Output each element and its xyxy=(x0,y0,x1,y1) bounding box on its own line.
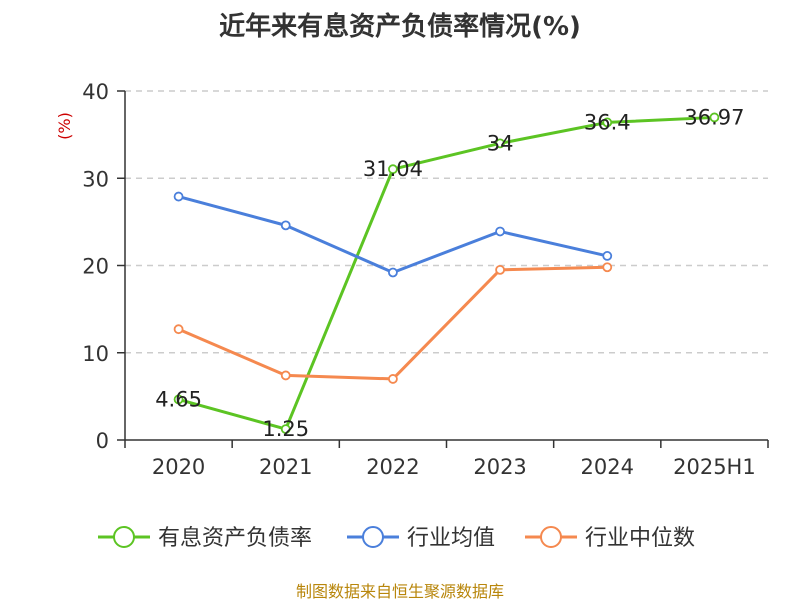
data-point xyxy=(495,138,505,149)
data-point xyxy=(602,117,613,128)
data-point xyxy=(709,112,720,123)
data-point xyxy=(280,424,291,434)
data-label: 1.25 xyxy=(262,417,309,441)
x-tick-label: 2023 xyxy=(473,455,526,479)
data-point xyxy=(173,394,184,405)
data-labels: 4.65 1.25 31.04 34 36.4 36.97 xyxy=(155,105,744,441)
source-note: 制图数据来自恒生聚源数据库 xyxy=(295,582,504,601)
axes: 0 10 20 30 40 (%) 2020 2021 2022 2023 2024 2025H1 xyxy=(55,80,769,479)
data-label: 36.4 xyxy=(584,110,631,134)
legend-item-label: 行业均值 xyxy=(407,526,495,551)
series-line xyxy=(178,195,608,274)
data-label: 36.97 xyxy=(684,105,744,129)
x-tick-label: 2025H1 xyxy=(673,455,756,479)
x-tick-label: 2024 xyxy=(581,455,634,479)
x-tick-label: 2020 xyxy=(152,455,205,479)
legend-marker xyxy=(113,526,135,548)
legend-marker xyxy=(362,526,384,548)
data-point xyxy=(495,264,505,275)
legend-item-label: 行业中位数 xyxy=(585,526,695,551)
data-point xyxy=(495,226,505,237)
data-point xyxy=(173,324,184,335)
data-point xyxy=(280,220,291,231)
x-tick-label: 2022 xyxy=(366,455,419,479)
data-label: 31.04 xyxy=(363,157,423,181)
data-point xyxy=(602,251,613,261)
x-tick-label: 2021 xyxy=(259,455,312,479)
data-label: 34 xyxy=(487,131,514,155)
data-point xyxy=(388,374,398,384)
y-tick-label: 30 xyxy=(82,167,109,191)
data-point xyxy=(602,262,613,273)
legend-marker xyxy=(540,526,562,548)
data-point xyxy=(173,191,184,202)
data-point xyxy=(280,370,291,381)
y-tick-label: 10 xyxy=(82,342,109,366)
legend-item-label: 有息资产负债率 xyxy=(158,526,312,551)
y-tick-label: 0 xyxy=(96,429,109,453)
grid-lines xyxy=(125,90,768,354)
series-line xyxy=(178,115,715,431)
y-tick-label: 20 xyxy=(82,255,109,279)
y-axis-label: (%) xyxy=(55,112,74,140)
data-point xyxy=(388,164,398,175)
data-label: 4.65 xyxy=(155,387,202,411)
data-point xyxy=(388,267,398,278)
chart-title: 近年来有息资产负债率情况(%) xyxy=(219,12,581,42)
series-line xyxy=(177,265,608,381)
series xyxy=(173,112,720,434)
legend: 有息资产负债率 行业均值 行业中位数 xyxy=(98,526,695,551)
y-tick-label: 40 xyxy=(82,80,109,104)
